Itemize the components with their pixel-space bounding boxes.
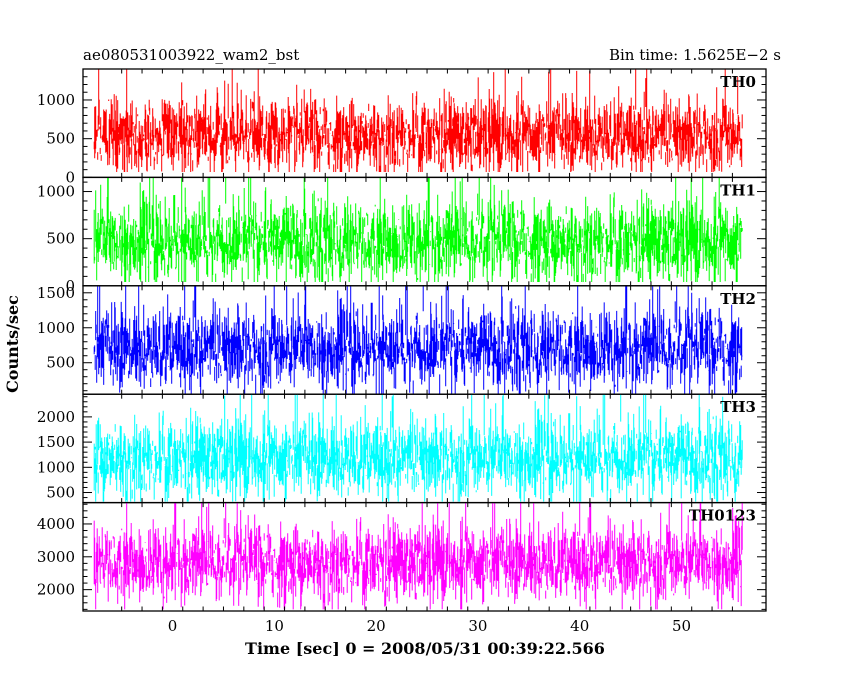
x-tick-label: 50 [672,617,691,635]
y-tick-label: 2000 [37,408,75,426]
y-tick-label: 0 [65,168,75,186]
y-tick-label: 1000 [37,319,75,337]
series-line-th0123 [93,502,743,610]
chart-title: ae080531003922_wam2_bst [83,46,299,64]
y-tick-label: 0 [65,277,75,295]
y-tick-label: 1000 [37,91,75,109]
series-line-th3 [93,394,743,502]
y-tick-label: 500 [46,354,75,372]
series-line-th1 [93,177,743,282]
x-tick-label: 0 [168,617,178,635]
panel-label-th3: TH3 [720,398,756,416]
panel-label-th1: TH1 [720,181,756,199]
panel-label-th0: TH0 [720,73,756,91]
x-tick-label: 30 [468,617,487,635]
panel-th0: 0 500 1000 TH0 [37,68,767,186]
x-axis-label: Time [sec] 0 = 2008/05/31 00:39:22.566 [245,639,605,658]
y-axis-label: Counts/sec [3,295,22,393]
y-tick-label: 1000 [37,458,75,476]
y-tick-label: 500 [46,130,75,148]
y-tick-label: 1500 [37,284,75,302]
series-line-th0 [93,69,743,172]
x-tick-label: 20 [367,617,386,635]
series-line-th2 [93,285,743,394]
x-tick-label: 40 [570,617,589,635]
x-tick-label: 10 [265,617,284,635]
y-tick-label: 500 [46,230,75,248]
y-tick-label: 4000 [37,515,75,533]
y-tick-label: 1500 [37,433,75,451]
y-tick-label: 500 [46,484,75,502]
panel-th1: 0 500 1000 TH1 [37,176,767,295]
panel-th2: 500 1000 1500 TH2 [37,284,767,395]
chart-subtitle: Bin time: 1.5625E−2 s [609,46,781,64]
y-tick-label: 1000 [37,183,75,201]
panel-th0123: 2000 3000 4000 TH0123 [37,501,767,612]
panel-th3: 500 1000 1500 2000 TH3 [37,393,767,504]
panel-label-th0123: TH0123 [689,507,756,525]
y-tick-label: 3000 [37,548,75,566]
y-tick-label: 2000 [37,581,75,599]
panel-label-th2: TH2 [720,290,756,308]
